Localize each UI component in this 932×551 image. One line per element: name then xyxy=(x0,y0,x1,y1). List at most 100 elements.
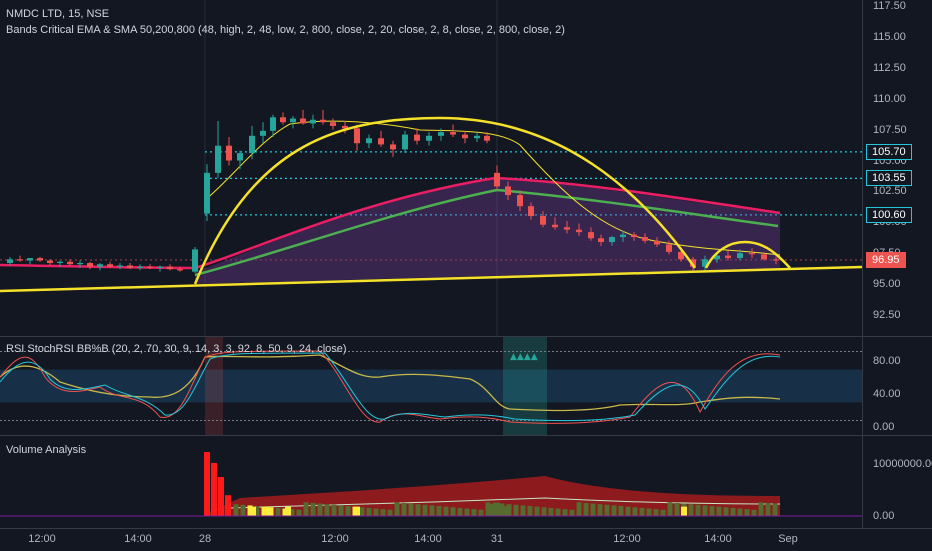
rsi-pane[interactable]: ▲▲▲▲ RSI StochRSI BB%B (20, 2, 70, 30, 9… xyxy=(0,337,862,435)
price-axis[interactable]: 117.50 115.00 112.50 110.00 107.50 105.00 102.… xyxy=(862,0,932,336)
price-tick-label: 107.50 xyxy=(873,123,907,136)
volume-bar xyxy=(541,507,547,516)
volume-bar xyxy=(730,507,736,516)
candle-body xyxy=(47,260,53,264)
volume-bar xyxy=(702,505,708,516)
price-tick-label: 110.00 xyxy=(873,92,906,105)
candle-body xyxy=(249,135,255,154)
candle-body xyxy=(576,229,582,233)
volume-bar xyxy=(597,504,603,516)
volume-pane[interactable]: Volume Analysis xyxy=(0,436,862,528)
time-axis[interactable]: 12:00 14:00 28 12:00 14:00 31 12:00 14:00 Sep xyxy=(0,528,932,551)
price-level-tag[interactable]: 103.55 xyxy=(866,170,912,187)
rsi-highlight-red xyxy=(205,337,223,435)
candle-body xyxy=(280,117,286,123)
candle-body xyxy=(342,125,348,129)
candle-body xyxy=(654,240,660,245)
volume-bar xyxy=(765,502,771,516)
price-level-tag[interactable]: 96.95 xyxy=(866,251,906,268)
volume-bar xyxy=(296,509,302,516)
price-chart-canvas xyxy=(0,0,862,336)
volume-tick-label: 0.00 xyxy=(873,510,895,522)
volume-bar xyxy=(331,504,337,516)
candle-body xyxy=(137,266,143,268)
candle-body xyxy=(702,259,708,267)
volume-bar xyxy=(695,504,701,516)
volume-bar xyxy=(562,509,568,516)
candle-body xyxy=(631,234,637,238)
volume-bar xyxy=(487,504,493,516)
volume-bar xyxy=(380,509,386,516)
volume-bar xyxy=(548,507,554,516)
candle-body xyxy=(378,138,384,145)
pane-separator[interactable] xyxy=(0,435,932,436)
time-tick-label: 28 xyxy=(198,533,212,545)
rsi-tick-label: 40.00 xyxy=(873,388,901,401)
candle-body xyxy=(354,128,360,144)
volume-bar xyxy=(450,507,456,516)
volume-bar xyxy=(303,502,309,516)
volume-bar-highlight xyxy=(354,506,360,516)
price-chart-pane[interactable]: NMDC LTD, 15, NSE Bands Critical EMA & S… xyxy=(0,0,862,336)
volume-bar xyxy=(667,502,673,516)
volume-bar xyxy=(520,505,526,516)
candle-body xyxy=(714,255,720,260)
volume-bar xyxy=(653,509,659,516)
price-tick-label: 117.50 xyxy=(873,0,906,13)
candle-body xyxy=(107,264,113,267)
candle-body xyxy=(390,144,396,150)
candle-body xyxy=(7,259,13,264)
candle-body xyxy=(402,134,408,150)
price-level-tag[interactable]: 105.70 xyxy=(866,143,912,160)
candle-body xyxy=(87,263,93,267)
volume-bar xyxy=(625,506,631,516)
volume-bar xyxy=(225,495,231,516)
volume-bar xyxy=(527,506,533,516)
volume-average-area xyxy=(205,476,780,516)
candle-body xyxy=(484,135,490,141)
volume-bar xyxy=(569,509,575,516)
volume-axis[interactable]: 10000000.00 0.00 xyxy=(862,436,932,528)
volume-bar xyxy=(394,502,400,516)
candle-body xyxy=(117,265,123,267)
volume-bar xyxy=(513,504,519,516)
time-tick-label: 31 xyxy=(490,533,504,545)
time-tick-label: 14:00 xyxy=(414,533,442,545)
volume-bar xyxy=(506,504,512,516)
candle-body xyxy=(540,216,546,225)
volume-bar xyxy=(387,509,393,516)
volume-bar xyxy=(737,508,743,516)
volume-ma-line xyxy=(229,497,781,509)
price-level-tag[interactable]: 100.60 xyxy=(866,206,912,223)
volume-bar-highlight xyxy=(285,506,291,516)
rsi-axis[interactable]: 80.00 40.00 0.00 xyxy=(862,337,932,435)
cup-arc xyxy=(193,116,697,285)
volume-bar xyxy=(716,506,722,516)
candle-body xyxy=(226,145,232,161)
pane-separator[interactable] xyxy=(0,336,932,337)
candle-body xyxy=(290,118,296,123)
volume-bar xyxy=(211,462,217,516)
candle-body xyxy=(450,132,456,135)
volume-bar xyxy=(709,506,715,516)
ema-line xyxy=(0,176,781,270)
volume-bar xyxy=(345,506,351,516)
candle-body xyxy=(678,251,684,260)
rsi-tick-label: 0.00 xyxy=(873,421,895,433)
volume-bar xyxy=(478,509,484,516)
stoch-k-line xyxy=(0,350,781,424)
rsi-highlight-green xyxy=(503,337,547,435)
volume-tick-label: 10000000.00 xyxy=(873,458,932,470)
indicator-title: Bands Critical EMA & SMA 50,200,800 (48,… xyxy=(6,24,565,36)
price-tick-label: 92.50 xyxy=(873,308,901,321)
time-tick-label: 12:00 xyxy=(28,533,56,545)
candle-body xyxy=(157,266,163,268)
candle-body xyxy=(773,259,779,261)
volume-bar xyxy=(576,502,582,516)
candle-body xyxy=(127,265,133,268)
volume-bar xyxy=(758,502,764,516)
volume-bar xyxy=(674,502,680,516)
volume-bar xyxy=(688,504,694,516)
time-tick-label: Sep xyxy=(778,533,798,545)
volume-bar-highlight xyxy=(264,506,270,516)
